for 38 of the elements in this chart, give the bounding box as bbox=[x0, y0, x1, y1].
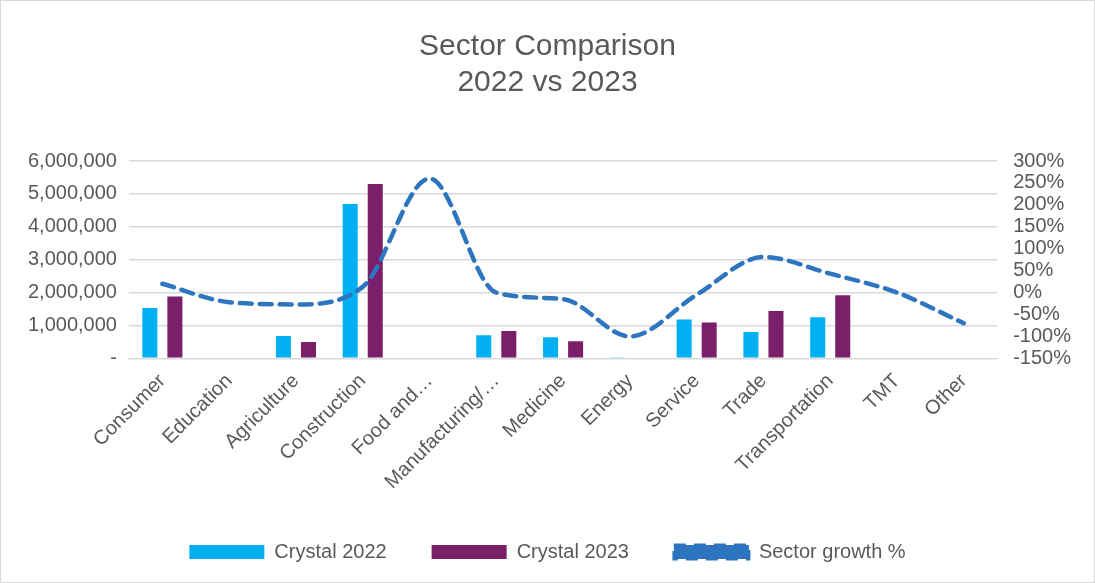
y2-tick-label: 100% bbox=[1013, 236, 1065, 259]
bar bbox=[543, 337, 559, 358]
bar bbox=[768, 310, 784, 358]
bar bbox=[501, 331, 517, 358]
legend-label: Crystal 2023 bbox=[516, 539, 629, 562]
bar bbox=[676, 319, 692, 358]
y2-tick-label: 300% bbox=[1013, 148, 1065, 171]
bar bbox=[300, 341, 316, 358]
bar bbox=[476, 335, 492, 358]
line-series bbox=[160, 176, 967, 339]
y-tick-label: 5,000,000 bbox=[27, 181, 117, 204]
y2-tick-label: -50% bbox=[1013, 302, 1061, 324]
y-tick-label: 6,000,000 bbox=[27, 148, 117, 171]
y-tick-label: 1,000,000 bbox=[27, 312, 117, 335]
y2-tick-label: -150% bbox=[1013, 345, 1072, 368]
bar bbox=[835, 295, 851, 358]
bar bbox=[142, 308, 158, 358]
y-tick-label: 4,000,000 bbox=[27, 214, 117, 237]
bar bbox=[568, 341, 584, 358]
y2-tick-label: -100% bbox=[1013, 323, 1072, 346]
bar bbox=[167, 296, 183, 358]
bar bbox=[743, 332, 759, 358]
y2-tick-label: 250% bbox=[1013, 170, 1065, 193]
y2-tick-label: 200% bbox=[1013, 192, 1065, 215]
bar bbox=[342, 204, 358, 358]
y-tick-label: - bbox=[110, 345, 117, 368]
bar bbox=[275, 335, 291, 358]
bar bbox=[810, 317, 826, 358]
y-tick-label: 2,000,000 bbox=[27, 280, 117, 303]
y2-tick-label: 50% bbox=[1013, 258, 1054, 281]
bar bbox=[367, 184, 383, 358]
y2-tick-label: 150% bbox=[1013, 214, 1065, 237]
chart-title: Sector Comparison 2022 vs 2023 bbox=[419, 28, 676, 98]
y-tick-label: 3,000,000 bbox=[27, 247, 117, 270]
y2-tick-label: 0% bbox=[1013, 280, 1043, 303]
bar bbox=[701, 322, 717, 358]
legend-label: Crystal 2022 bbox=[274, 539, 387, 562]
legend-label: Sector growth % bbox=[758, 539, 906, 562]
